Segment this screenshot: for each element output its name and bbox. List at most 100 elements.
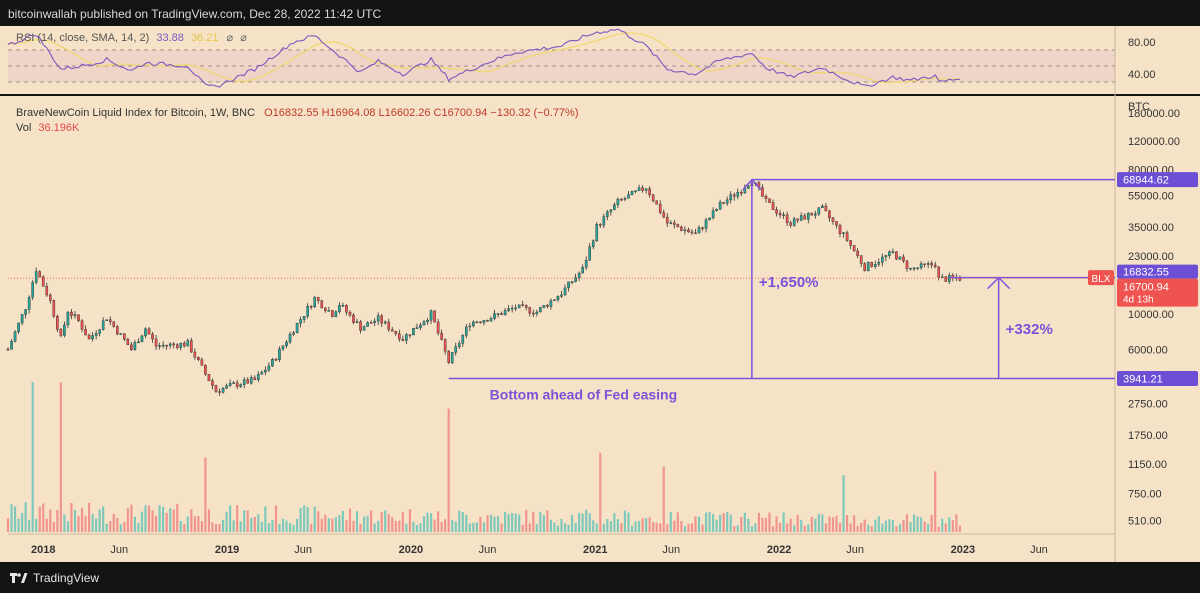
price-tick-label: 6000.00: [1128, 344, 1168, 356]
volume-bar: [803, 525, 806, 532]
volume-bar: [652, 522, 655, 532]
volume-bar: [303, 505, 306, 532]
candle-body: [45, 286, 49, 296]
volume-bar: [313, 506, 316, 532]
candle-body: [457, 343, 461, 347]
volume-bar: [63, 514, 66, 532]
eye-icon[interactable]: ⌀: [226, 32, 234, 44]
ohlc-values: O16832.55 H16964.08 L16602.26 C16700.94 …: [264, 107, 579, 119]
candle-body: [295, 323, 299, 334]
time-tick-label: 2022: [767, 544, 791, 556]
volume-bar: [898, 524, 902, 532]
volume-bar: [415, 524, 419, 532]
volume-bar: [147, 505, 151, 532]
candle-body: [133, 342, 137, 350]
candle-body: [320, 300, 324, 309]
volume-bar: [31, 382, 34, 532]
candle-body: [443, 339, 447, 352]
volume-bar: [288, 523, 292, 532]
price-tick-label: 180000.00: [1128, 108, 1180, 120]
brand[interactable]: TradingView: [10, 571, 99, 585]
volume-bar: [422, 516, 426, 532]
candle-body: [489, 318, 493, 322]
volume-bar: [556, 525, 560, 532]
candle-body: [620, 198, 623, 201]
candle-body: [725, 199, 729, 204]
time-tick-label: Jun: [846, 544, 864, 556]
candle-body: [52, 300, 56, 317]
volume-bar: [186, 516, 189, 532]
candle-body: [41, 276, 45, 287]
volume-bar: [500, 523, 503, 532]
volume-bar: [532, 511, 535, 532]
candle-body: [137, 341, 140, 344]
volume-bar: [179, 520, 182, 532]
candle-body: [542, 305, 546, 308]
volume-bar: [570, 515, 574, 532]
candle-body: [690, 231, 694, 234]
time-tick-label: Jun: [479, 544, 497, 556]
price-tick-label: 120000.00: [1128, 136, 1180, 148]
candle-body: [598, 224, 602, 226]
volume-bar: [176, 503, 179, 532]
candle-body: [348, 311, 352, 316]
volume-bar: [916, 516, 919, 532]
candle-body: [302, 315, 306, 320]
volume-bar: [437, 511, 440, 532]
candle-body: [218, 391, 221, 393]
volume-bar: [243, 510, 246, 532]
rsi-tick-label: 40.00: [1128, 69, 1156, 81]
volume-bar: [28, 519, 31, 532]
volume-bar: [295, 518, 299, 532]
volume-bar: [493, 516, 496, 532]
chart[interactable]: +1,650% +332% Bottom ahead of Fed easing 8…: [0, 26, 1200, 562]
volume-bar: [546, 510, 549, 532]
candle-body: [616, 198, 620, 205]
candle-body: [49, 294, 52, 301]
volume-bar: [370, 510, 373, 532]
candle-body: [221, 387, 225, 393]
candle-body: [440, 332, 443, 340]
candle-body: [782, 214, 785, 217]
candle-body: [204, 365, 207, 375]
candle-body: [574, 277, 577, 282]
volume-bar: [606, 519, 609, 532]
candle-body: [789, 222, 792, 226]
candle-body: [704, 219, 708, 229]
candle-body: [10, 341, 13, 350]
candle-body: [623, 198, 627, 200]
candle-body: [38, 271, 42, 278]
volume-bar: [232, 520, 235, 532]
candle-body: [771, 202, 775, 210]
volume-bar: [98, 509, 101, 532]
candle-body: [345, 305, 348, 313]
candle-body: [567, 281, 570, 289]
candle-body: [849, 240, 852, 246]
eye-icon[interactable]: ⌀: [240, 32, 247, 44]
volume-bar: [59, 382, 62, 532]
volume-bar: [355, 511, 359, 532]
candle-body: [387, 321, 391, 330]
candle-body: [436, 321, 440, 334]
volume-bar: [264, 506, 267, 532]
volume-bar: [116, 517, 119, 532]
candle-body: [535, 311, 539, 314]
volume-bar: [838, 522, 842, 532]
candle-body: [884, 255, 888, 258]
candle-body: [775, 209, 778, 214]
candle-body: [331, 310, 334, 317]
candle-body: [634, 190, 637, 192]
candle-body: [722, 202, 725, 204]
volume-bar: [891, 519, 894, 532]
volume-bar: [292, 524, 295, 532]
volume-bar: [257, 514, 260, 532]
candle-body: [190, 340, 193, 353]
volume-bar: [754, 523, 757, 532]
volume-bar: [860, 522, 863, 532]
volume-bar: [704, 512, 708, 532]
volume-bar: [789, 518, 792, 532]
candle-body: [355, 321, 359, 323]
volume-bar: [585, 509, 588, 532]
volume-bar: [810, 516, 813, 532]
candle-body: [77, 314, 80, 321]
